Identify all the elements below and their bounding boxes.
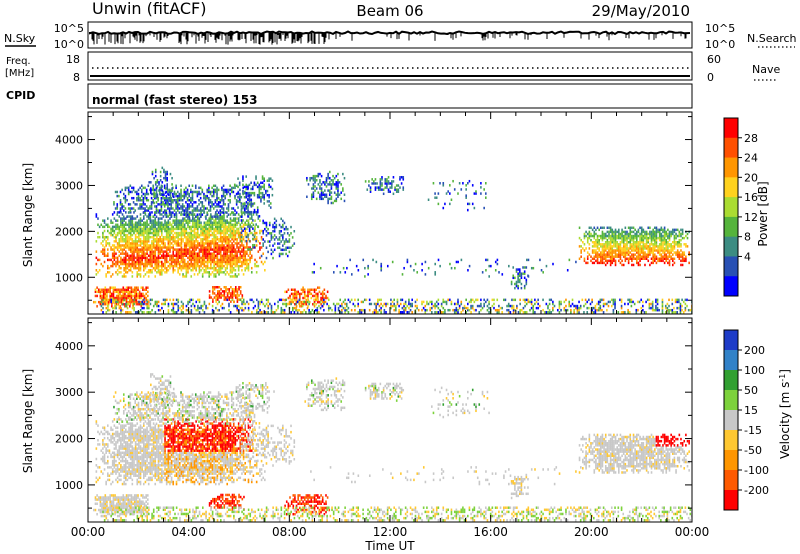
freq-tick-top: 18: [66, 53, 80, 66]
freq-label-line1: Freq.: [6, 56, 31, 67]
velocity-ytick-label: 3000: [55, 386, 83, 399]
nsky-tick-bottom: 10^0: [54, 38, 84, 51]
beam-title: Beam 06: [356, 2, 423, 20]
colorbar-swatch: [724, 118, 738, 139]
colorbar-swatch: [724, 216, 738, 238]
colorbar-swatch: [724, 390, 738, 411]
freq-strip: Freq. [MHz] 18 8 60 0 Nave: [5, 51, 780, 84]
nave-tick-top: 60: [707, 53, 721, 66]
velocity-ytick-label: 1000: [55, 479, 83, 492]
colorbar-swatch: [724, 370, 738, 391]
power-ytick-label: 2000: [55, 225, 83, 238]
nsearch-tick-top: 10^5: [705, 22, 735, 35]
colorbar-tick-label: 200: [744, 344, 765, 357]
nsearch-label: N.Search: [747, 32, 797, 45]
colorbar-swatch: [724, 197, 738, 218]
colorbar-swatch: [724, 276, 738, 297]
power-colorbar-label: Power [dB]: [756, 181, 770, 246]
colorbar-tick-label: 24: [744, 152, 758, 165]
velocity-xlabel: Time UT: [364, 539, 415, 553]
colorbar-swatch: [724, 177, 738, 198]
time-tick-label: 00:00: [71, 525, 106, 539]
time-tick-label: 04:00: [171, 525, 206, 539]
power-colorbar: 28 24 20 16 12 8 4 Power [dB]: [723, 117, 770, 297]
colorbar-tick-label: -50: [744, 444, 762, 457]
time-tick-label: 08:00: [272, 525, 307, 539]
colorbar-tick-label: 16: [744, 191, 758, 204]
power-ytick-label: 3000: [55, 179, 83, 192]
time-tick-label: 20:00: [574, 525, 609, 539]
colorbar-swatch: [724, 470, 738, 491]
station-title: Unwin (fitACF): [92, 0, 206, 18]
velocity-colorbar-label: Velocity [m s-1]: [778, 369, 792, 459]
colorbar-swatch: [724, 137, 738, 159]
time-tick-label: 12:00: [373, 525, 408, 539]
nave-label: Nave: [752, 63, 780, 76]
nsearch-tick-bottom: 10^0: [705, 38, 735, 51]
cpid-label: CPID: [6, 89, 35, 102]
velocity-panel: 1000 2000 3000 4000 00:00 04:00 08:00 12:00 16:…: [21, 317, 710, 553]
nave-tick-bottom: 0: [707, 71, 714, 84]
velocity-ylabel: Slant Range [km]: [21, 369, 35, 473]
colorbar-swatch: [724, 350, 738, 371]
freq-tick-bottom: 8: [73, 71, 80, 84]
colorbar-swatch: [724, 236, 738, 257]
power-panel: 1000 2000 3000 4000 Slant Range [km]: [21, 111, 693, 315]
colorbar-tick-label: 15: [744, 404, 758, 417]
velocity-ytick-label: 2000: [55, 433, 83, 446]
time-tick-label: 16:00: [473, 525, 508, 539]
colorbar-swatch: [724, 450, 738, 471]
nsky-label: N.Sky: [4, 32, 36, 45]
nsky-tick-top: 10^5: [54, 22, 84, 35]
colorbar-tick-label: 28: [744, 132, 758, 145]
velocity-heatmap-cells: [93, 373, 692, 522]
colorbar-swatch: [724, 256, 738, 277]
cpid-strip: CPID normal (fast stereo) 153: [6, 83, 693, 109]
colorbar-swatch: [724, 330, 738, 351]
colorbar-tick-label: 12: [744, 211, 758, 224]
colorbar-tick-label: 20: [744, 171, 758, 184]
noise-strip: N.Sky 10^5 10^0 10^5 10^0 N.Search: [4, 21, 797, 51]
colorbar-tick-label: 4: [744, 250, 751, 263]
power-heatmap-cells: [93, 166, 692, 314]
colorbar-tick-label: 100: [744, 364, 765, 377]
power-ytick-label: 1000: [55, 271, 83, 284]
date-title: 29/May/2010: [592, 2, 690, 20]
cpid-text: normal (fast stereo) 153: [92, 93, 258, 107]
power-ylabel: Slant Range [km]: [21, 163, 35, 267]
colorbar-tick-label: -100: [744, 464, 769, 477]
colorbar-tick-label: -15: [744, 424, 762, 437]
velocity-ytick-label: 4000: [55, 340, 83, 353]
freq-label-line2: [MHz]: [5, 68, 34, 79]
velocity-colorbar: 200 100 50 15 -15 -50 -100 -200 Velocity [m s-1…: [723, 329, 792, 511]
colorbar-swatch: [724, 490, 738, 511]
time-tick-label: 00:00: [675, 525, 710, 539]
colorbar-tick-label: -200: [744, 484, 769, 497]
colorbar-swatch: [724, 157, 738, 178]
colorbar-swatch: [724, 430, 738, 451]
colorbar-tick-label: 8: [744, 231, 751, 244]
colorbar-swatch: [724, 410, 738, 431]
colorbar-tick-label: 50: [744, 384, 758, 397]
power-ytick-label: 4000: [55, 134, 83, 147]
